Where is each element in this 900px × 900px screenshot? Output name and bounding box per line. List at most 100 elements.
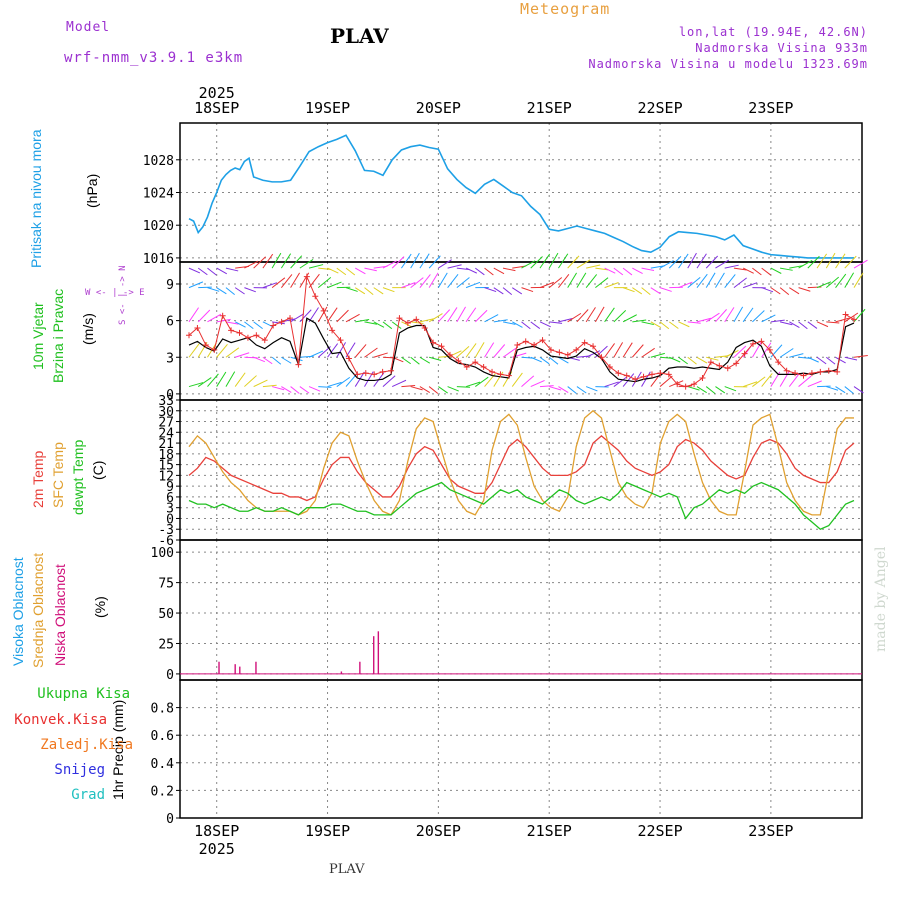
wind-barb (631, 344, 644, 358)
wind-barb (447, 307, 458, 323)
wind-barb (650, 287, 661, 295)
wind-barb (733, 277, 747, 289)
wind-barb (687, 386, 700, 391)
wind-barb (364, 347, 378, 358)
wind-barb (456, 345, 470, 358)
wind-barb (317, 306, 328, 323)
wind-barb (475, 376, 489, 387)
wind-barb (659, 375, 673, 387)
wind-barb (271, 277, 286, 289)
wind-barb (530, 256, 543, 269)
wind-barb (650, 372, 662, 387)
wind-gust-point (388, 367, 395, 374)
wind-barb (659, 260, 674, 269)
wind-barb (789, 287, 800, 295)
footer-station: PLAV (329, 862, 365, 877)
wind-barb (752, 376, 766, 387)
wind-barb (558, 253, 569, 269)
temp-unit: (C) (90, 460, 106, 480)
wind-barb (687, 356, 697, 365)
wind-barb (308, 350, 324, 358)
wind-gust-point (640, 373, 647, 380)
wind-gust-point (539, 337, 546, 344)
wind-barb (558, 386, 569, 394)
wind-barb (798, 287, 811, 292)
wind-barb (549, 386, 562, 391)
wind-barb (493, 344, 506, 358)
wind-barb (770, 267, 782, 274)
wind-barb (290, 255, 303, 269)
wind-barb (438, 309, 451, 323)
high-cloud-label: Visoka Oblacnost (10, 557, 26, 666)
y-tick-label: 1016 (143, 252, 174, 267)
wind-barb (641, 321, 654, 326)
wind-barb (613, 376, 628, 387)
wind-barb (197, 377, 212, 387)
wind-gust-point (615, 370, 622, 377)
wind-barb (604, 267, 616, 274)
wind-gust-point (842, 311, 849, 318)
x-tick-label-bottom: 18SEP (194, 822, 239, 840)
wind-barb (659, 321, 670, 330)
y-tick-label: 3 (166, 502, 174, 517)
wind-barb (779, 348, 794, 358)
wind-barb (327, 381, 342, 388)
wind-barb (475, 267, 485, 276)
wind-gust-point (581, 339, 588, 346)
wind-barb (391, 379, 407, 388)
wind-barb (539, 321, 551, 328)
wind-barb (234, 287, 245, 295)
wind-barb (742, 267, 754, 274)
wind-barb (391, 321, 402, 329)
wind-gust-point (244, 334, 251, 341)
wind-barb (225, 321, 239, 325)
wind-barb (419, 253, 430, 269)
wind-barb (382, 287, 395, 293)
wind-gust-point (413, 316, 420, 323)
wind-barb (558, 273, 570, 288)
wind-barb (373, 287, 384, 295)
wind-barb (613, 342, 624, 358)
wind-barb (262, 253, 274, 269)
wind-barb (761, 267, 771, 276)
wind-barb (345, 313, 360, 323)
wind-barb (216, 371, 227, 387)
wind-barb (844, 386, 854, 394)
wind-barb (262, 384, 277, 388)
wind-barb (198, 286, 212, 289)
wind-gust-point (270, 322, 277, 329)
wind-barb (825, 276, 840, 289)
wind-barb (225, 267, 239, 272)
wind-barb (770, 319, 785, 323)
wind-barb (207, 287, 220, 292)
location-text: lon,lat (19.94E, 42.6N) (678, 25, 868, 39)
wind-barb (253, 379, 268, 388)
wind-barb (484, 314, 499, 323)
precip-legend-item: Konvek.Kisa (14, 712, 107, 728)
wind-barb (816, 356, 827, 365)
wind-barb (816, 281, 832, 289)
wind-barb (290, 313, 305, 323)
y-tick-label: 75 (158, 577, 174, 592)
wind-barb (207, 267, 217, 276)
wind-barb (197, 267, 208, 276)
data-layer (180, 134, 868, 675)
wind-gust-point (598, 354, 605, 361)
wind-barb (761, 287, 774, 293)
wind-barb (807, 380, 822, 388)
y-tick-label: 18 (158, 448, 174, 463)
wind-barb (428, 386, 439, 394)
y-tick-label: 1024 (143, 187, 174, 202)
panel-frame (179, 539, 863, 681)
wind-barb (724, 349, 739, 358)
pressure-unit: (hPa) (84, 173, 100, 208)
wind-barb (724, 307, 735, 323)
y-tick-label: 0.4 (151, 757, 175, 772)
wind-barb (715, 386, 726, 394)
wind-gust-point (320, 307, 327, 314)
wind-barb (382, 321, 393, 330)
wind-barb (438, 386, 448, 394)
wind-barb (715, 272, 725, 288)
wind-barb (336, 267, 347, 276)
